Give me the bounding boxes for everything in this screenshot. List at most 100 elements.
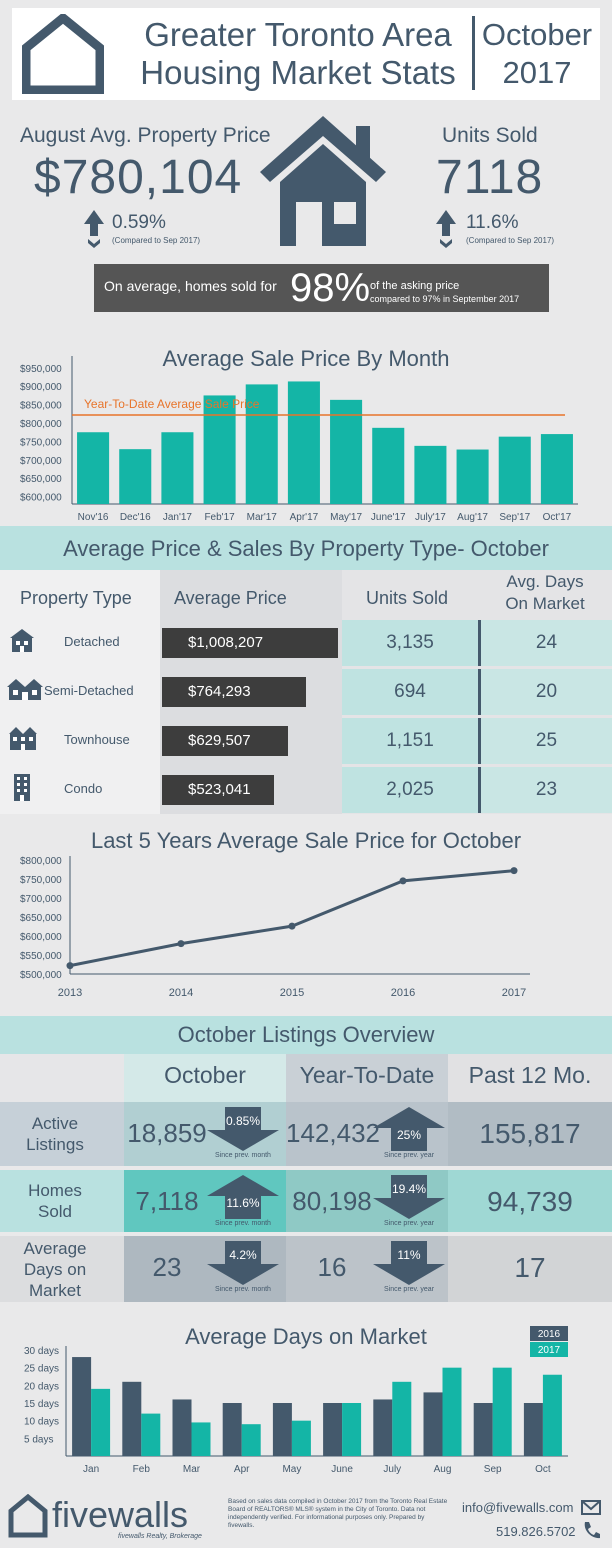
y-tick-label: $700,000	[20, 456, 62, 467]
house-icon	[260, 116, 386, 246]
up-arrow-icon	[206, 1174, 280, 1220]
days-bar-2016	[323, 1403, 343, 1456]
y-tick-label: $600,000	[20, 932, 62, 943]
price-bar	[456, 449, 489, 504]
header-title-line1: Greater Toronto Area	[144, 16, 452, 53]
price-bar	[203, 395, 236, 504]
property-type-label: Semi-Detached	[44, 683, 134, 698]
email-link[interactable]: info@fivewalls.com	[462, 1500, 574, 1515]
days-bar-2016	[473, 1403, 493, 1456]
semi-detached-house-icon	[6, 673, 46, 705]
price-stat-compared: (Compared to Sep 2017)	[112, 236, 201, 245]
legend-label: 2016	[538, 1329, 561, 1340]
listings-row-label: Homes	[28, 1181, 82, 1200]
y-tick-label: $750,000	[20, 437, 62, 448]
five-year-chart-title: Last 5 Years Average Sale Price for Octo…	[90, 828, 522, 853]
price-bar	[372, 427, 405, 504]
price-bar: $764,293	[162, 677, 307, 707]
days-bar-2016	[222, 1403, 242, 1456]
detached-house-icon	[6, 624, 46, 656]
up-arrow-icon	[436, 210, 456, 248]
y-tick-label: 20 days	[24, 1381, 59, 1392]
data-point	[399, 877, 407, 885]
days-bar-2017	[191, 1422, 211, 1456]
data-point	[177, 940, 185, 948]
days-cell-bg	[481, 767, 612, 813]
legend-label: 2017	[538, 1345, 561, 1356]
units-stat-change: 11.6%	[466, 212, 519, 233]
listings-col-header: October	[164, 1062, 246, 1088]
days-bar-2016	[523, 1403, 543, 1456]
days-bar-2017	[392, 1381, 412, 1456]
legend-swatch	[530, 1342, 568, 1357]
header-property-type: Property Type	[20, 588, 132, 608]
since-note: Since prev. month	[215, 1152, 271, 1159]
days-on-market-value: 20	[535, 681, 558, 702]
days-bar-2016	[272, 1403, 292, 1456]
header-title: Greater Toronto Area Housing Market Stat…	[118, 16, 478, 92]
envelope-icon	[581, 1500, 601, 1515]
x-tick-label: Sep	[484, 1464, 502, 1475]
y-tick-label: $500,000	[20, 970, 62, 981]
condo-building-icon	[6, 771, 46, 803]
y-tick-label: 5 days	[24, 1434, 53, 1445]
monthly-chart-title: Average Sale Price By Month	[162, 346, 450, 371]
x-tick-label: Aug'17	[457, 512, 488, 523]
brokerage-name: fivewalls Realty, Brokerage	[118, 1533, 202, 1540]
price-bar	[245, 384, 278, 504]
days-bar-2017	[141, 1413, 161, 1456]
units-sold-value: 1,151	[386, 730, 434, 751]
x-tick-label: Sep'17	[499, 512, 530, 523]
price-bar	[330, 399, 363, 504]
header-year: 2017	[502, 55, 572, 90]
days-bar-2017	[442, 1367, 462, 1456]
column-divider	[478, 620, 481, 666]
y-tick-label: $750,000	[20, 875, 62, 886]
listings-row-label: Listings	[26, 1135, 84, 1154]
since-note: Since prev. month	[215, 1220, 271, 1227]
days-bar-2016	[122, 1381, 142, 1456]
y-tick-label: $650,000	[20, 474, 62, 485]
days-on-market-value: 24	[535, 632, 558, 653]
price-bar	[119, 449, 152, 504]
phone-number[interactable]: 519.826.5702	[496, 1524, 576, 1539]
price-bar	[414, 445, 447, 504]
price-bar: $629,507	[162, 726, 289, 756]
asking-price-banner: On average, homes sold for 98% of the as…	[94, 264, 549, 312]
ytd-average-label: Year-To-Date Average Sale Price	[84, 397, 260, 411]
header-avg-days: Avg. Days	[506, 572, 584, 591]
five-year-price-chart: $800,000 $750,000 $700,000 $650,000 $600,000…	[20, 856, 530, 999]
listings-col-header: Year-To-Date	[299, 1062, 435, 1088]
price-bar	[161, 432, 194, 504]
october-value: 7,118	[135, 1186, 199, 1216]
x-tick-label: Oct	[535, 1464, 551, 1475]
days-bar-2017	[542, 1374, 562, 1456]
days-bar-2017	[241, 1424, 261, 1456]
listings-cell-bg	[448, 1236, 612, 1302]
column-divider	[478, 669, 481, 715]
x-tick-label: Jan	[83, 1464, 99, 1475]
october-value: 23	[152, 1252, 182, 1282]
x-tick-label: 2016	[391, 987, 415, 999]
header-units-sold: Units Sold	[366, 588, 449, 608]
listings-header-cell	[124, 1054, 286, 1102]
y-tick-label: $900,000	[20, 382, 62, 393]
fivewalls-logo-icon	[8, 1494, 48, 1538]
x-tick-label: Mar	[183, 1464, 201, 1475]
x-tick-label: June'17	[371, 512, 406, 523]
days-on-market-value: 23	[535, 779, 558, 800]
price-stat-label: August Avg. Property Price	[20, 124, 271, 147]
header-title-line2: Housing Market Stats	[140, 54, 456, 91]
data-point	[288, 922, 296, 930]
monthly-price-chart: $950,000 $900,000 $850,000 $800,000 $750,000…	[20, 356, 578, 523]
ytd-value: 80,198	[292, 1186, 372, 1216]
price-bar: $523,041	[162, 775, 275, 805]
header-average-price: Average Price	[174, 588, 287, 608]
since-note: Since prev. year	[383, 1220, 435, 1227]
units-sold-value: 3,135	[386, 632, 434, 653]
property-type-label: Detached	[64, 634, 120, 649]
ytd-value: 142,432	[286, 1118, 380, 1148]
column-divider	[478, 718, 481, 764]
ytd-value: 16	[317, 1252, 347, 1282]
days-bar-2017	[342, 1403, 362, 1456]
